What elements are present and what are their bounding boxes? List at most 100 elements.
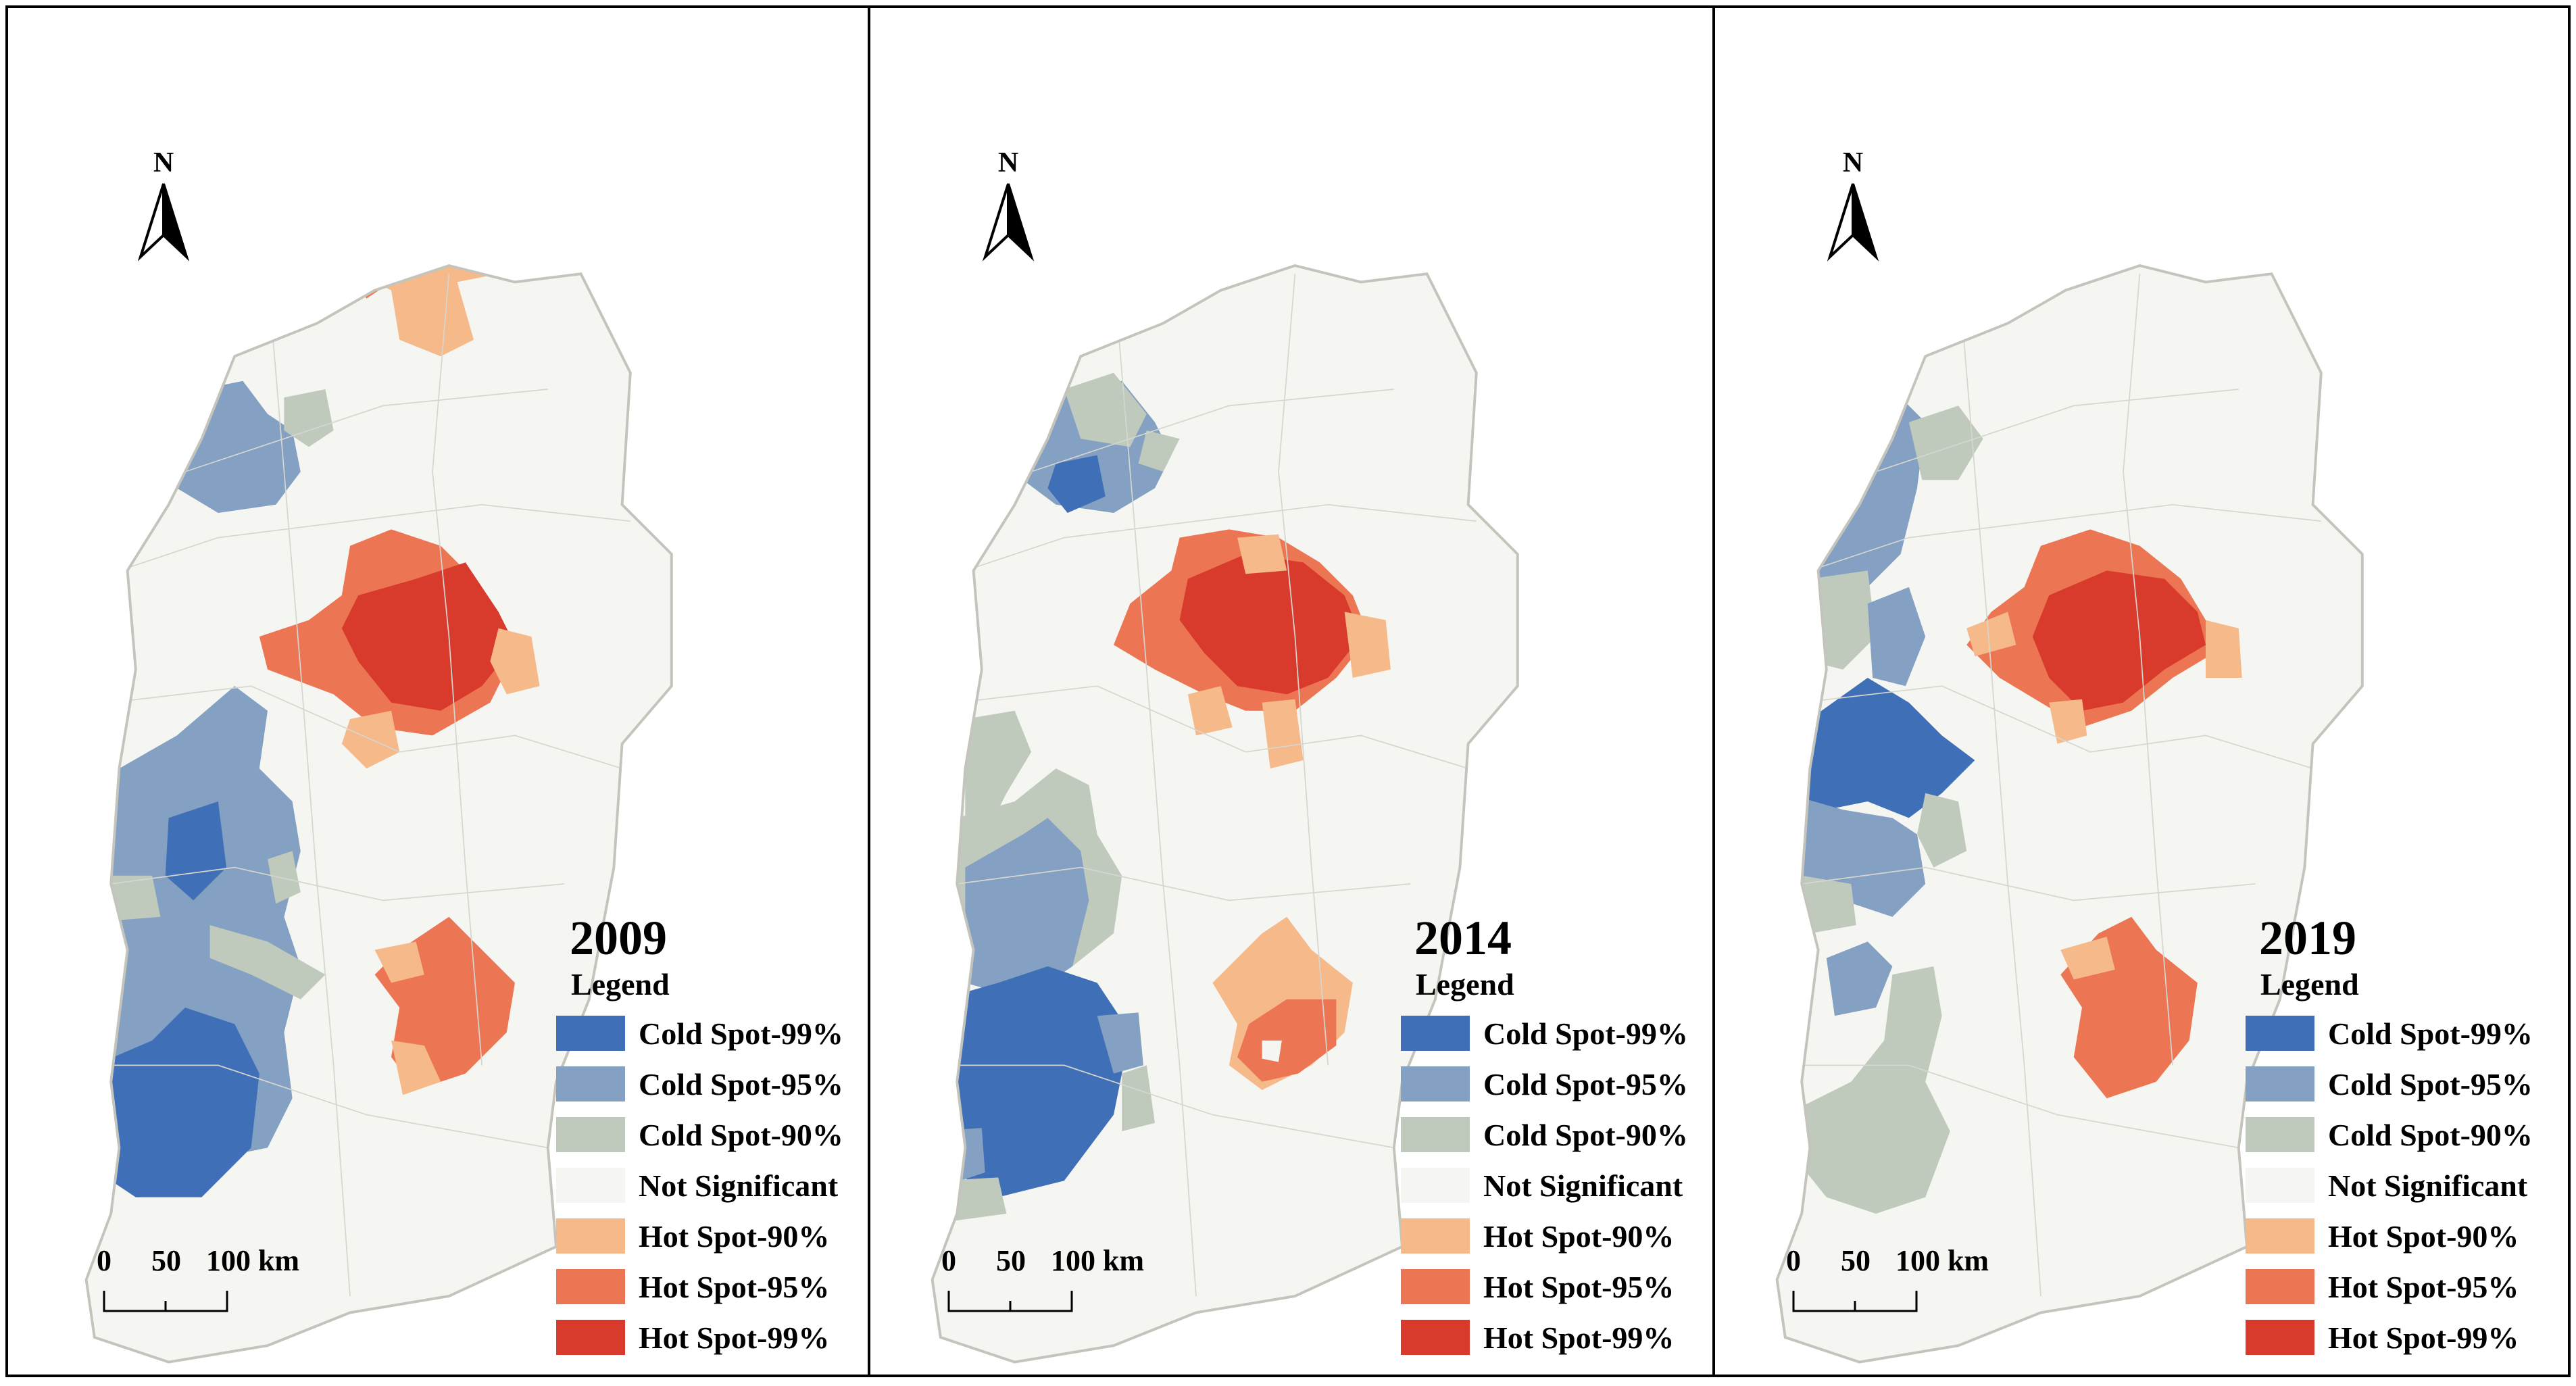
legend-swatch-hot90 — [1401, 1218, 1470, 1254]
region-hot90 — [2049, 699, 2087, 744]
legend-swatch-hot99 — [556, 1320, 625, 1355]
scale-tick-100: 100 km — [1896, 1244, 1989, 1277]
region-hot90 — [490, 628, 540, 695]
region-hot90 — [374, 941, 424, 983]
legend-label-hot90: Hot Spot-90% — [639, 1219, 829, 1254]
legend-label-hot90: Hot Spot-90% — [2328, 1219, 2519, 1254]
year-label: 2014 — [1414, 911, 1512, 965]
region-cold99 — [86, 1008, 259, 1197]
year-label: 2009 — [570, 911, 667, 965]
county-boundaries — [103, 274, 630, 1297]
legend-swatch-cold99 — [556, 1016, 625, 1051]
legend-swatch-cold99 — [2246, 1016, 2314, 1051]
scale-bar-2009: 0 50 100 km — [97, 1244, 299, 1312]
scale-tick-100: 100 km — [1051, 1244, 1144, 1277]
region-not-significant — [1262, 1040, 1282, 1062]
legend-swatch-hot90 — [556, 1218, 625, 1254]
legend-label-cold99: Cold Spot-99% — [639, 1016, 843, 1051]
legend-swatch-hot95 — [556, 1269, 625, 1304]
region-hot99 — [341, 562, 515, 711]
region-cold90 — [268, 851, 301, 904]
region-cold95 — [965, 818, 1089, 999]
legend-label-hot99: Hot Spot-99% — [1483, 1320, 1674, 1355]
year-label: 2019 — [2259, 911, 2356, 965]
scale-bar-2019: 0 50 100 km — [1786, 1244, 1989, 1312]
scale-tick-0: 0 — [941, 1244, 956, 1277]
region-hot90 — [2206, 620, 2242, 678]
legend-label-hot95: Hot Spot-95% — [1483, 1270, 1674, 1304]
legend-2014: 2014 Legend Cold Spot-99% Cold Spot-95% Co… — [1401, 911, 1688, 1355]
legend-swatch-cold95 — [2246, 1066, 2314, 1102]
region-cold90 — [1122, 1065, 1155, 1131]
region-hot90 — [1344, 612, 1391, 678]
region-cold99 — [1047, 455, 1106, 513]
region-cold90 — [1810, 570, 1876, 670]
legend-title: Legend — [2260, 967, 2359, 1001]
north-label: N — [998, 147, 1018, 178]
north-arrow-2019: N — [1827, 147, 1879, 262]
legend-label-hot90: Hot Spot-90% — [1483, 1219, 1674, 1254]
region-cold95 — [1097, 1012, 1143, 1074]
legend-swatch-not-significant — [556, 1168, 625, 1203]
region-hot90 — [1966, 612, 2016, 657]
county-boundaries — [949, 274, 1477, 1297]
legend-label-cold90: Cold Spot-90% — [2328, 1118, 2533, 1152]
region-cold90 — [1138, 430, 1180, 472]
north-label: N — [153, 147, 174, 178]
region-cold95 — [1867, 587, 1926, 687]
legend-title: Legend — [571, 967, 670, 1001]
legend-swatch-cold95 — [556, 1066, 625, 1102]
scale-tick-50: 50 — [151, 1244, 181, 1277]
legend-label-cold99: Cold Spot-99% — [2328, 1016, 2533, 1051]
region-cold95 — [1826, 941, 1893, 1016]
legend-swatch-not-significant — [2246, 1168, 2314, 1203]
legend-swatch-hot99 — [2246, 1320, 2314, 1355]
legend-2019: 2019 Legend Cold Spot-99% Cold Spot-95% Co… — [2246, 911, 2533, 1355]
region-hot90 — [1187, 686, 1233, 736]
legend-label-cold99: Cold Spot-99% — [1483, 1016, 1688, 1051]
legend-2009: 2009 Legend Cold Spot-99% Cold Spot-95% Co… — [556, 911, 843, 1355]
scale-tick-0: 0 — [97, 1244, 112, 1277]
legend-title: Legend — [1416, 967, 1514, 1001]
region-cold99 — [165, 801, 226, 901]
region-cold90 — [1917, 793, 1967, 868]
north-label: N — [1843, 147, 1863, 178]
region-hot95 — [1237, 999, 1337, 1082]
region-cold90 — [1793, 966, 1950, 1214]
legend-swatch-cold90 — [556, 1117, 625, 1152]
legend-label-hot95: Hot Spot-95% — [639, 1270, 829, 1304]
region-hot90 — [1237, 534, 1287, 574]
scale-tick-50: 50 — [996, 1244, 1026, 1277]
legend-label-not-significant: Not Significant — [639, 1168, 839, 1203]
scale-tick-100: 100 km — [206, 1244, 299, 1277]
region-hot90 — [2060, 937, 2115, 980]
map-panel-2009 — [84, 264, 673, 1364]
legend-swatch-cold90 — [1401, 1117, 1470, 1152]
region-cold90 — [965, 710, 1031, 835]
region-cold90 — [1802, 875, 1856, 934]
figure-frame — [5, 5, 2571, 1377]
legend-label-cold90: Cold Spot-90% — [639, 1118, 843, 1152]
legend-swatch-cold95 — [1401, 1066, 1470, 1102]
legend-label-hot99: Hot Spot-99% — [639, 1320, 829, 1355]
legend-label-hot99: Hot Spot-99% — [2328, 1320, 2519, 1355]
region-cold90 — [209, 925, 326, 999]
map-panel-2019 — [1775, 264, 2364, 1364]
legend-label-cold95: Cold Spot-95% — [639, 1067, 843, 1102]
scale-tick-0: 0 — [1786, 1244, 1801, 1277]
region-cold90 — [284, 389, 334, 447]
region-hot90 — [1262, 699, 1304, 769]
legend-label-not-significant: Not Significant — [2328, 1168, 2528, 1203]
map-panel-2014 — [931, 264, 1519, 1364]
legend-label-cold90: Cold Spot-90% — [1483, 1118, 1688, 1152]
legend-swatch-hot95 — [2246, 1269, 2314, 1304]
region-hot90 — [391, 1040, 441, 1095]
legend-swatch-not-significant — [1401, 1168, 1470, 1203]
legend-swatch-hot99 — [1401, 1320, 1470, 1355]
legend-swatch-cold99 — [1401, 1016, 1470, 1051]
legend-label-cold95: Cold Spot-95% — [2328, 1067, 2533, 1102]
legend-swatch-hot90 — [2246, 1218, 2314, 1254]
region-hot99 — [2032, 570, 2206, 711]
region-cold99 — [1785, 678, 1975, 818]
